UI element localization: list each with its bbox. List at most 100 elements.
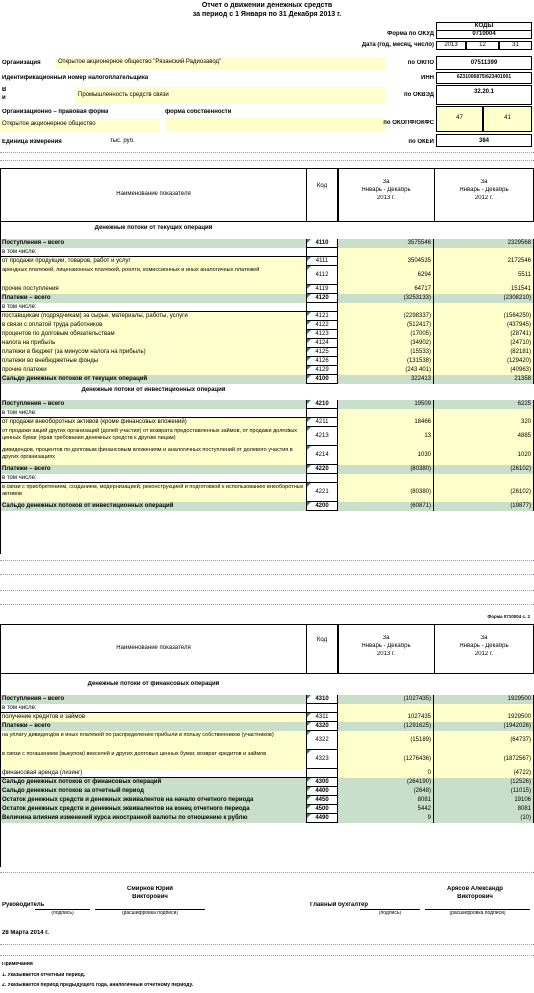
row-value-2013[interactable]: 3575546 (338, 239, 434, 248)
row-value-2012[interactable]: 2329568 (434, 239, 534, 248)
row-value-2012[interactable]: (26102) (434, 465, 534, 474)
activity-value[interactable]: Промышленность средств связи (75, 87, 385, 103)
row-value-2012[interactable]: (129420) (434, 357, 534, 366)
row-value-2013[interactable]: 9 (338, 814, 434, 823)
row-value-2013[interactable] (338, 409, 434, 418)
row-value-2013[interactable]: (2298337) (338, 312, 434, 321)
row-value-2013[interactable]: (1276436) (338, 750, 434, 769)
row-value-2012[interactable] (434, 409, 534, 418)
row-value-2012[interactable]: 1020 (434, 446, 534, 465)
row-value-2012[interactable] (434, 303, 534, 312)
row-value-2012[interactable]: 4885 (434, 427, 534, 446)
cell-marker-icon (307, 294, 311, 298)
row-value-2012[interactable]: (28741) (434, 330, 534, 339)
row-name: Величина влияния изменений курса иностра… (1, 814, 306, 823)
ownership-value[interactable] (165, 117, 385, 131)
row-value-2012[interactable]: 1929500 (434, 695, 534, 704)
cell-marker-icon (307, 366, 311, 370)
cell-marker-icon (307, 502, 311, 506)
row-value-2013[interactable]: 64717 (338, 285, 434, 294)
row-code: 4310 (306, 695, 338, 704)
row-value-2012[interactable]: 19106 (434, 796, 534, 805)
row-value-2013[interactable]: 5442 (338, 805, 434, 814)
row-code: 4124 (306, 339, 338, 348)
row-value-2012[interactable] (434, 474, 534, 483)
row-value-2013[interactable]: (264190) (338, 778, 434, 787)
row-value-2013[interactable]: (131538) (338, 357, 434, 366)
row-value-2012[interactable]: (82181) (434, 348, 534, 357)
header2-col2-l2: Январь - Декабрь (459, 643, 509, 649)
row-value-2012[interactable]: (4722) (434, 769, 534, 778)
row-value-2012[interactable]: (19877) (434, 502, 534, 511)
row-value-2013[interactable]: (15533) (338, 348, 434, 357)
row-value-2013[interactable]: (1291625) (338, 722, 434, 731)
row-value-2012[interactable]: 151541 (434, 285, 534, 294)
okopf-value: 47 (436, 106, 483, 132)
row-value-2013[interactable]: 1030 (338, 446, 434, 465)
header2-code: Код (306, 625, 338, 673)
cell-marker-icon (307, 778, 311, 782)
row-value-2013[interactable]: (34902) (338, 339, 434, 348)
row-value-2012[interactable]: (1872567) (434, 750, 534, 769)
row-value-2012[interactable]: (437945) (434, 321, 534, 330)
row-value-2012[interactable]: (12526) (434, 778, 534, 787)
row-value-2013[interactable]: (15189) (338, 731, 434, 750)
row-value-2012[interactable]: (1942026) (434, 722, 534, 731)
row-value-2012[interactable]: (40963) (434, 366, 534, 375)
row-value-2013[interactable]: 18466 (338, 418, 434, 427)
row-value-2013[interactable]: (1027435) (338, 695, 434, 704)
row-value-2012[interactable]: 6225 (434, 400, 534, 409)
cell-marker-icon (307, 796, 311, 800)
row-value-2012[interactable]: 21358 (434, 375, 534, 384)
legal-form-value[interactable]: Открытое акционерное общество (0, 119, 160, 131)
row-code: 4112 (306, 266, 338, 285)
row-value-2013[interactable]: 8081 (338, 796, 434, 805)
header-code: Код (306, 169, 338, 221)
row-value-2012[interactable] (434, 248, 534, 257)
row-value-2012[interactable]: 8081 (434, 805, 534, 814)
cell-marker-icon (307, 483, 311, 487)
row-value-2012[interactable]: (11015) (434, 787, 534, 796)
row-code (306, 303, 338, 312)
row-value-2013[interactable] (338, 474, 434, 483)
head-decode-hint: (расшифровка подписи) (121, 911, 179, 916)
row-value-2013[interactable]: (60871) (338, 502, 434, 511)
row-value-2013[interactable]: 6294 (338, 266, 434, 285)
cell-marker-icon (307, 257, 311, 261)
org-value[interactable]: Открытое акционерное общество "Рязанский… (55, 57, 385, 69)
row-value-2013[interactable]: (243 401) (338, 366, 434, 375)
row-value-2012[interactable]: (2308210) (434, 294, 534, 303)
row-value-2012[interactable]: (24710) (434, 339, 534, 348)
row-value-2012[interactable] (434, 704, 534, 713)
row-value-2013[interactable]: (80380) (338, 483, 434, 502)
row-value-2013[interactable]: 3504535 (338, 257, 434, 266)
row-value-2013[interactable]: (512417) (338, 321, 434, 330)
row-value-2013[interactable]: 1027435 (338, 713, 434, 722)
table-row: от продажи внеоборотных активов (кроме ф… (1, 418, 534, 427)
row-value-2013[interactable]: (17005) (338, 330, 434, 339)
row-name: Сальдо денежных потоков за отчетный пери… (1, 787, 306, 796)
row-name: налога на прибыль (1, 339, 306, 348)
row-value-2013[interactable]: 322413 (338, 375, 434, 384)
row-value-2012[interactable]: (10) (434, 814, 534, 823)
row-value-2012[interactable]: 320 (434, 418, 534, 427)
row-value-2013[interactable]: 13 (338, 427, 434, 446)
row-name: процентов по долговым обязательствам (1, 330, 306, 339)
row-value-2012[interactable]: (64737) (434, 731, 534, 750)
row-value-2012[interactable]: (1564250) (434, 312, 534, 321)
row-value-2013[interactable] (338, 303, 434, 312)
row-value-2012[interactable]: 2172546 (434, 257, 534, 266)
section-operating: Денежные потоки от текущих операций (94, 225, 213, 231)
row-name: финансовая аренда (лизинг) (2, 770, 83, 776)
row-value-2013[interactable]: 19509 (338, 400, 434, 409)
row-value-2013[interactable]: (2648) (338, 787, 434, 796)
row-value-2012[interactable]: (26102) (434, 483, 534, 502)
row-value-2013[interactable]: (80380) (338, 465, 434, 474)
row-value-2012[interactable]: 5511 (434, 266, 534, 285)
row-value-2013[interactable]: 0 (338, 769, 434, 778)
row-value-2012[interactable]: 1929500 (434, 713, 534, 722)
table2-header: Наименование показателя Код За Январь - … (1, 625, 534, 674)
row-value-2013[interactable] (338, 704, 434, 713)
row-value-2013[interactable] (338, 248, 434, 257)
row-value-2013[interactable]: (3253133) (338, 294, 434, 303)
